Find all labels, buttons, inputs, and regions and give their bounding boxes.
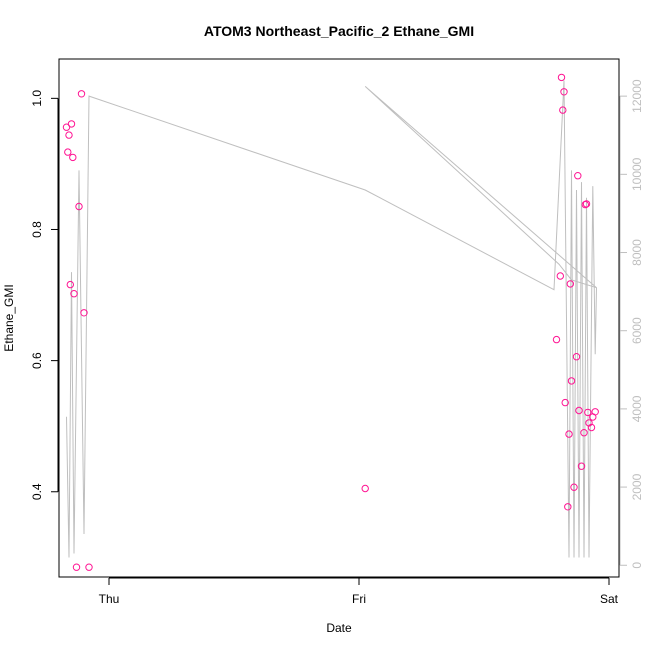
data-point: [75, 202, 83, 211]
y2-tick-label: 0: [630, 562, 644, 569]
data-point: [559, 106, 567, 114]
data-point: [580, 429, 588, 437]
y2-tick-label: 4000: [630, 395, 644, 422]
data-point: [584, 408, 592, 417]
data-point: [565, 430, 573, 438]
data-point: [556, 272, 564, 280]
data-point: [561, 398, 569, 407]
data-point: [575, 406, 583, 415]
data-point: [582, 200, 591, 208]
data-point: [567, 377, 576, 385]
data-point: [72, 563, 81, 571]
data-point: [570, 483, 578, 491]
x-axis-title: Date: [326, 621, 352, 635]
y-tick-label: 1.0: [30, 90, 44, 107]
x-axis: Thu Fri Sat: [99, 577, 619, 606]
y2-tick-label: 8000: [630, 239, 644, 266]
x-tick-label: Sat: [600, 592, 619, 606]
data-point: [587, 423, 596, 432]
line-series-layer: [66, 80, 598, 558]
y2-tick-label: 6000: [630, 317, 644, 344]
y2-tick-label: 10000: [630, 157, 644, 191]
y2-tick-label: 12000: [630, 79, 644, 113]
data-point: [80, 309, 88, 317]
data-point: [64, 148, 72, 156]
data-point: [574, 172, 582, 180]
data-point: [77, 90, 86, 98]
data-point: [70, 290, 78, 298]
data-point: [67, 120, 76, 128]
data-point: [560, 88, 568, 96]
data-point: [564, 503, 572, 511]
data-point: [577, 462, 586, 470]
data-point: [591, 408, 599, 416]
chart-title: ATOM3 Northeast_Pacific_2 Ethane_GMI: [204, 23, 474, 39]
plot-box: [58, 58, 620, 578]
point-series-layer: [62, 73, 599, 571]
data-point: [62, 123, 71, 131]
data-point: [69, 153, 77, 162]
y-axis-right: 0 2000 4000 6000 8000 10000 12000: [619, 79, 644, 569]
y-tick-label: 0.4: [30, 483, 44, 500]
data-point: [361, 484, 369, 493]
series-line: [66, 80, 598, 558]
data-point: [557, 73, 566, 82]
x-tick-label: Fri: [352, 592, 366, 606]
y-axis-title: Ethane_GMI: [2, 284, 16, 351]
data-point: [65, 131, 73, 139]
x-tick-label: Thu: [99, 592, 120, 606]
y2-tick-label: 2000: [630, 473, 644, 500]
y-axis-left: 0.4 0.6 0.8 1.0: [30, 90, 59, 500]
data-point: [552, 335, 561, 344]
y-tick-label: 0.8: [30, 221, 44, 238]
data-point: [85, 563, 93, 571]
data-point: [572, 353, 581, 361]
y-tick-label: 0.6: [30, 352, 44, 369]
data-point: [581, 200, 589, 209]
data-point: [66, 280, 75, 289]
data-point: [566, 280, 574, 288]
